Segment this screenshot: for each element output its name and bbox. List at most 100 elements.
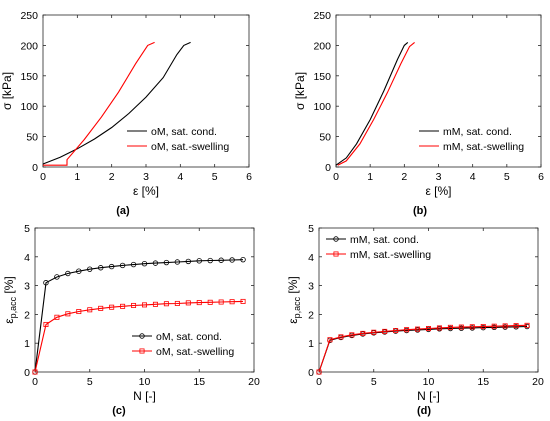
y-tick-label: 2 xyxy=(308,309,314,321)
x-tick-label: 15 xyxy=(477,376,489,388)
y-tick-label: 4 xyxy=(24,252,30,264)
data-point xyxy=(229,257,235,263)
y-tick-label: 200 xyxy=(20,40,38,52)
series-line-1 xyxy=(34,259,244,373)
data-point xyxy=(415,326,421,332)
legend-label: oM, sat.-swelling xyxy=(156,346,234,358)
data-point xyxy=(120,303,126,309)
data-point xyxy=(43,280,49,286)
data-point xyxy=(152,260,159,266)
data-point xyxy=(404,327,410,333)
panel-label: (b) xyxy=(413,205,427,217)
x-tick-label: 4 xyxy=(177,171,183,183)
series-line-2 xyxy=(318,324,528,373)
data-point xyxy=(349,332,355,338)
data-point xyxy=(469,324,475,330)
data-point xyxy=(163,259,170,266)
series-line-1 xyxy=(335,41,409,166)
data-point xyxy=(130,261,137,268)
data-point xyxy=(185,300,191,306)
data-point xyxy=(196,300,202,306)
y-tick-label: 50 xyxy=(26,132,38,144)
x-tick-label: 10 xyxy=(423,376,435,388)
data-point xyxy=(524,322,530,328)
legend-label: oM, sat.-swelling xyxy=(151,141,229,153)
y-tick-label: 100 xyxy=(313,101,331,113)
y-tick-label: 2 xyxy=(24,309,30,321)
y-tick-label: 200 xyxy=(313,40,331,52)
legend-label: oM, sat. cond. xyxy=(151,126,217,138)
data-point xyxy=(109,304,115,310)
x-axis-label: N [-] xyxy=(133,389,156,403)
legend-label: mM, sat. cond. xyxy=(443,126,512,138)
series-line-1 xyxy=(42,41,191,165)
data-point xyxy=(338,334,344,340)
data-point xyxy=(513,323,519,329)
x-axis-label: N [-] xyxy=(417,389,440,403)
legend-label: mM, sat.-swelling xyxy=(443,141,524,153)
data-point xyxy=(174,300,180,306)
data-point xyxy=(502,323,508,329)
data-point xyxy=(196,258,202,264)
legend-label: mM, sat.-swelling xyxy=(350,249,431,261)
data-point xyxy=(87,266,93,272)
x-axis-label: ε [%] xyxy=(425,184,451,198)
x-tick-label: 10 xyxy=(139,376,151,388)
data-point xyxy=(141,261,148,267)
legend-marker xyxy=(139,348,145,354)
y-tick-label: 0 xyxy=(32,162,38,174)
x-tick-label: 5 xyxy=(212,171,218,183)
y-axis-label: εp,acc [%] xyxy=(2,276,18,324)
y-tick-label: 4 xyxy=(308,252,314,264)
y-tick-label: 250 xyxy=(20,10,38,22)
panel-label: (c) xyxy=(112,405,126,417)
data-point xyxy=(382,328,388,334)
data-point xyxy=(327,337,333,343)
data-point xyxy=(480,323,486,329)
data-point xyxy=(371,329,377,335)
series-line-2 xyxy=(43,41,155,166)
data-point xyxy=(436,325,442,331)
data-point xyxy=(54,314,60,320)
y-tick-label: 100 xyxy=(20,101,38,113)
data-point xyxy=(425,326,431,332)
x-tick-label: 6 xyxy=(538,171,544,183)
x-tick-label: 2 xyxy=(401,171,407,183)
y-tick-label: 1 xyxy=(24,338,30,350)
data-point xyxy=(447,324,453,330)
data-point xyxy=(360,330,366,336)
data-point xyxy=(65,311,71,317)
y-axis-label: σ [kPa] xyxy=(0,72,14,110)
x-axis-label: ε [%] xyxy=(133,184,159,198)
y-tick-label: 50 xyxy=(319,132,331,144)
legend-marker xyxy=(139,333,145,339)
data-point xyxy=(229,299,235,305)
legend-label: mM, sat. cond. xyxy=(350,234,419,246)
y-tick-label: 150 xyxy=(20,71,38,83)
data-point xyxy=(32,369,38,375)
data-point xyxy=(97,265,104,271)
data-point xyxy=(207,257,213,264)
data-point xyxy=(316,369,322,375)
data-point xyxy=(43,321,49,327)
data-point xyxy=(152,301,158,307)
y-tick-label: 1 xyxy=(308,338,314,350)
panel-label: (d) xyxy=(417,405,431,417)
data-point xyxy=(218,257,224,263)
x-tick-label: 3 xyxy=(436,171,442,183)
x-tick-label: 2 xyxy=(109,171,115,183)
data-point xyxy=(185,258,191,265)
x-tick-label: 15 xyxy=(193,376,205,388)
x-tick-label: 0 xyxy=(32,376,38,388)
data-point xyxy=(119,262,126,269)
data-point xyxy=(54,274,60,280)
x-tick-label: 1 xyxy=(367,171,373,183)
x-tick-label: 5 xyxy=(371,376,377,388)
x-tick-label: 20 xyxy=(248,376,260,388)
data-point xyxy=(240,298,246,304)
y-tick-label: 3 xyxy=(308,281,314,293)
y-tick-label: 3 xyxy=(24,281,30,293)
data-point xyxy=(98,305,104,311)
y-tick-label: 0 xyxy=(325,162,331,174)
y-tick-label: 5 xyxy=(308,223,314,235)
